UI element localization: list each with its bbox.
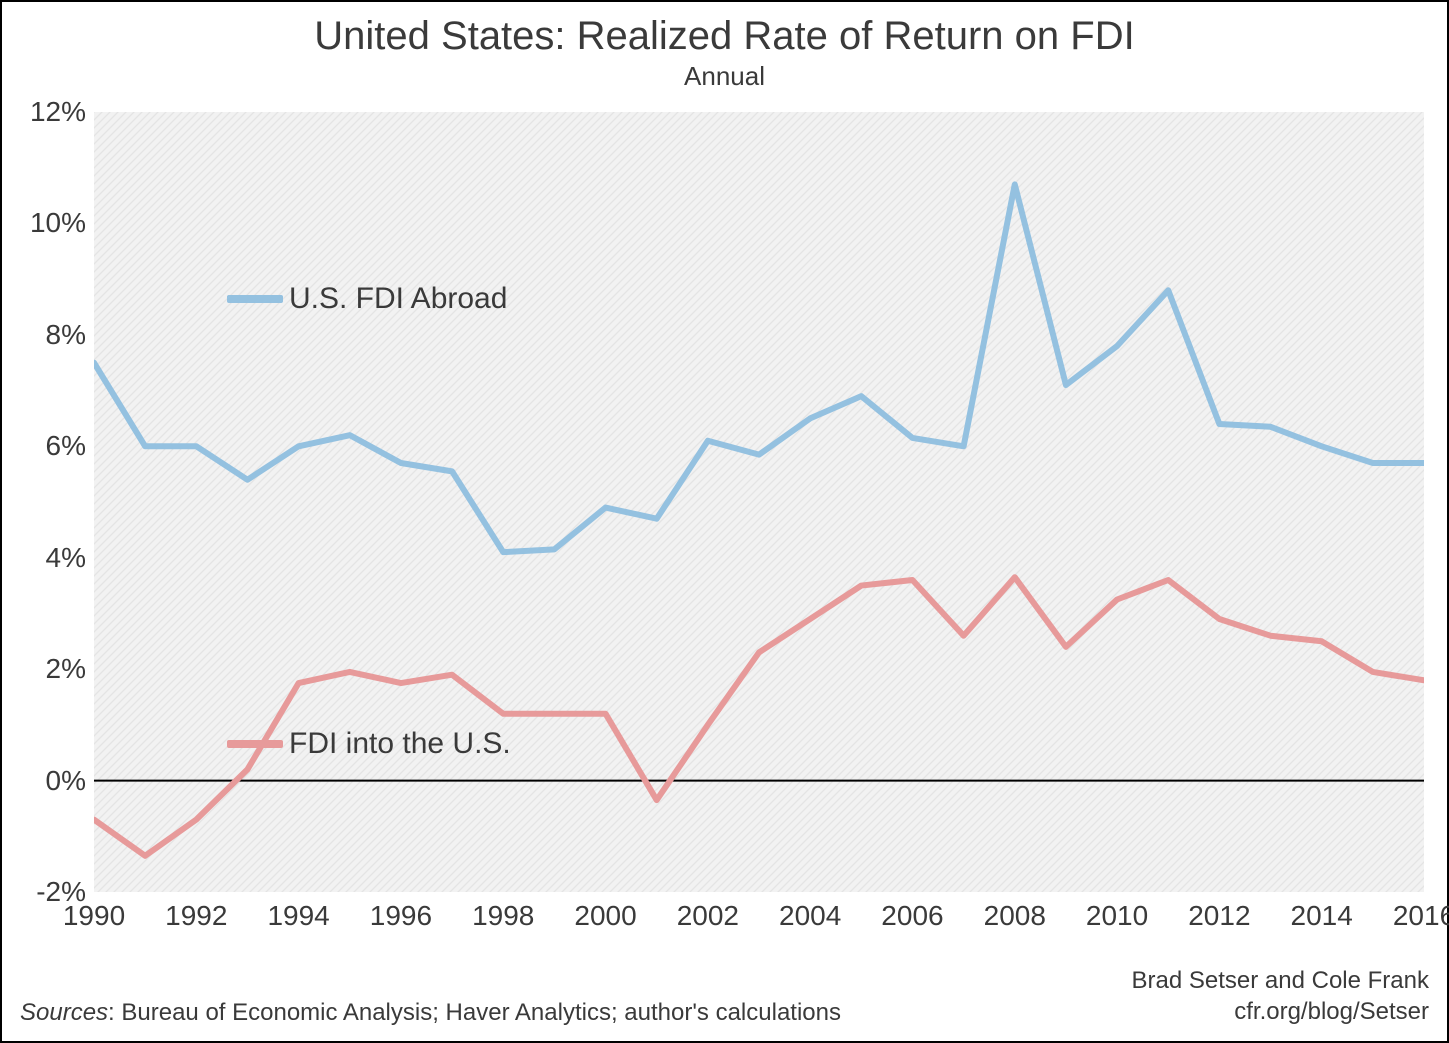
plot-area <box>94 112 1424 892</box>
y-tick-label: 2% <box>6 653 86 685</box>
legend-swatch <box>227 740 283 748</box>
x-tick-label: 2014 <box>1291 900 1353 932</box>
attribution-line2: cfr.org/blog/Setser <box>1132 996 1429 1027</box>
x-tick-label: 2016 <box>1393 900 1449 932</box>
chart-container: United States: Realized Rate of Return o… <box>0 0 1449 1043</box>
legend-swatch <box>227 295 283 303</box>
x-tick-label: 1990 <box>63 900 125 932</box>
plot-svg <box>94 112 1424 892</box>
sources-prefix: Sources <box>20 999 108 1026</box>
x-tick-label: 2008 <box>984 900 1046 932</box>
y-tick-label: 4% <box>6 542 86 574</box>
y-tick-label: 6% <box>6 430 86 462</box>
series-legend: FDI into the U.S. <box>227 727 511 761</box>
x-tick-label: 2004 <box>779 900 841 932</box>
x-tick-label: 1992 <box>165 900 227 932</box>
x-tick-label: 1994 <box>267 900 329 932</box>
series-legend: U.S. FDI Abroad <box>227 282 507 316</box>
x-tick-label: 2002 <box>677 900 739 932</box>
x-tick-label: 2010 <box>1086 900 1148 932</box>
attribution: Brad Setser and Cole Frank cfr.org/blog/… <box>1132 965 1429 1027</box>
x-tick-label: 2006 <box>881 900 943 932</box>
x-tick-label: 2000 <box>574 900 636 932</box>
sources-text: Sources: Bureau of Economic Analysis; Ha… <box>20 999 841 1027</box>
x-tick-label: 1996 <box>370 900 432 932</box>
x-tick-label: 1998 <box>472 900 534 932</box>
legend-label: U.S. FDI Abroad <box>289 282 507 316</box>
x-tick-label: 2012 <box>1188 900 1250 932</box>
attribution-line1: Brad Setser and Cole Frank <box>1132 965 1429 996</box>
chart-subtitle: Annual <box>2 61 1447 92</box>
y-tick-label: 8% <box>6 319 86 351</box>
y-tick-label: 0% <box>6 765 86 797</box>
legend-label: FDI into the U.S. <box>289 727 511 761</box>
chart-title: United States: Realized Rate of Return o… <box>2 14 1447 59</box>
y-tick-label: 10% <box>6 207 86 239</box>
y-tick-label: 12% <box>6 96 86 128</box>
chart-footer: Sources: Bureau of Economic Analysis; Ha… <box>20 965 1429 1027</box>
sources-body: : Bureau of Economic Analysis; Haver Ana… <box>108 999 841 1026</box>
